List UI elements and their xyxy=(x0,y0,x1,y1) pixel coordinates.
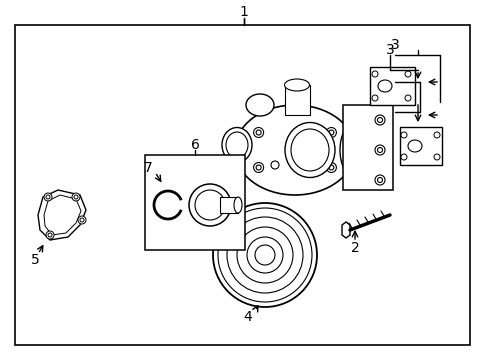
Circle shape xyxy=(433,132,439,138)
Circle shape xyxy=(400,154,406,160)
Circle shape xyxy=(78,216,86,224)
Circle shape xyxy=(237,227,292,283)
Bar xyxy=(285,85,309,115)
Text: 5: 5 xyxy=(31,253,40,267)
Ellipse shape xyxy=(377,80,391,92)
Circle shape xyxy=(325,162,336,172)
Circle shape xyxy=(253,127,263,138)
Bar xyxy=(15,25,469,345)
Bar xyxy=(369,67,414,105)
Ellipse shape xyxy=(222,127,251,162)
Circle shape xyxy=(400,132,406,138)
Circle shape xyxy=(374,175,384,185)
Circle shape xyxy=(404,95,410,101)
Circle shape xyxy=(377,117,382,122)
Ellipse shape xyxy=(407,140,421,152)
Polygon shape xyxy=(341,222,349,238)
Circle shape xyxy=(371,95,377,101)
Text: 4: 4 xyxy=(243,310,252,324)
Circle shape xyxy=(46,195,50,199)
Circle shape xyxy=(213,203,316,307)
Circle shape xyxy=(44,193,52,201)
Ellipse shape xyxy=(245,94,273,116)
Circle shape xyxy=(270,161,279,169)
Circle shape xyxy=(377,177,382,183)
Text: 3: 3 xyxy=(385,43,393,57)
Ellipse shape xyxy=(189,184,230,226)
Circle shape xyxy=(374,145,384,155)
Ellipse shape xyxy=(284,79,309,91)
Bar xyxy=(399,127,441,165)
Bar xyxy=(145,155,244,250)
Ellipse shape xyxy=(339,122,369,177)
Text: 6: 6 xyxy=(190,138,199,152)
Circle shape xyxy=(325,127,336,138)
Circle shape xyxy=(74,195,78,199)
Circle shape xyxy=(72,193,80,201)
Circle shape xyxy=(256,165,261,170)
Circle shape xyxy=(328,130,333,135)
Circle shape xyxy=(328,165,333,170)
Circle shape xyxy=(253,162,263,172)
Circle shape xyxy=(226,217,303,293)
Ellipse shape xyxy=(234,197,242,213)
Text: 3: 3 xyxy=(390,38,399,52)
Circle shape xyxy=(80,218,84,222)
Circle shape xyxy=(256,130,261,135)
Circle shape xyxy=(48,233,52,237)
Text: 7: 7 xyxy=(143,161,152,175)
Text: 1: 1 xyxy=(239,5,248,19)
Bar xyxy=(342,105,392,190)
Ellipse shape xyxy=(225,132,247,158)
Ellipse shape xyxy=(290,129,328,171)
Circle shape xyxy=(433,154,439,160)
Circle shape xyxy=(404,71,410,77)
Circle shape xyxy=(218,208,311,302)
Circle shape xyxy=(254,245,274,265)
Circle shape xyxy=(371,71,377,77)
Text: 2: 2 xyxy=(350,241,359,255)
Circle shape xyxy=(374,115,384,125)
Polygon shape xyxy=(44,195,81,235)
Circle shape xyxy=(46,231,54,239)
Bar xyxy=(220,197,238,213)
Circle shape xyxy=(246,237,283,273)
Ellipse shape xyxy=(285,122,334,177)
Circle shape xyxy=(377,148,382,153)
Ellipse shape xyxy=(195,190,224,220)
Polygon shape xyxy=(38,190,86,240)
